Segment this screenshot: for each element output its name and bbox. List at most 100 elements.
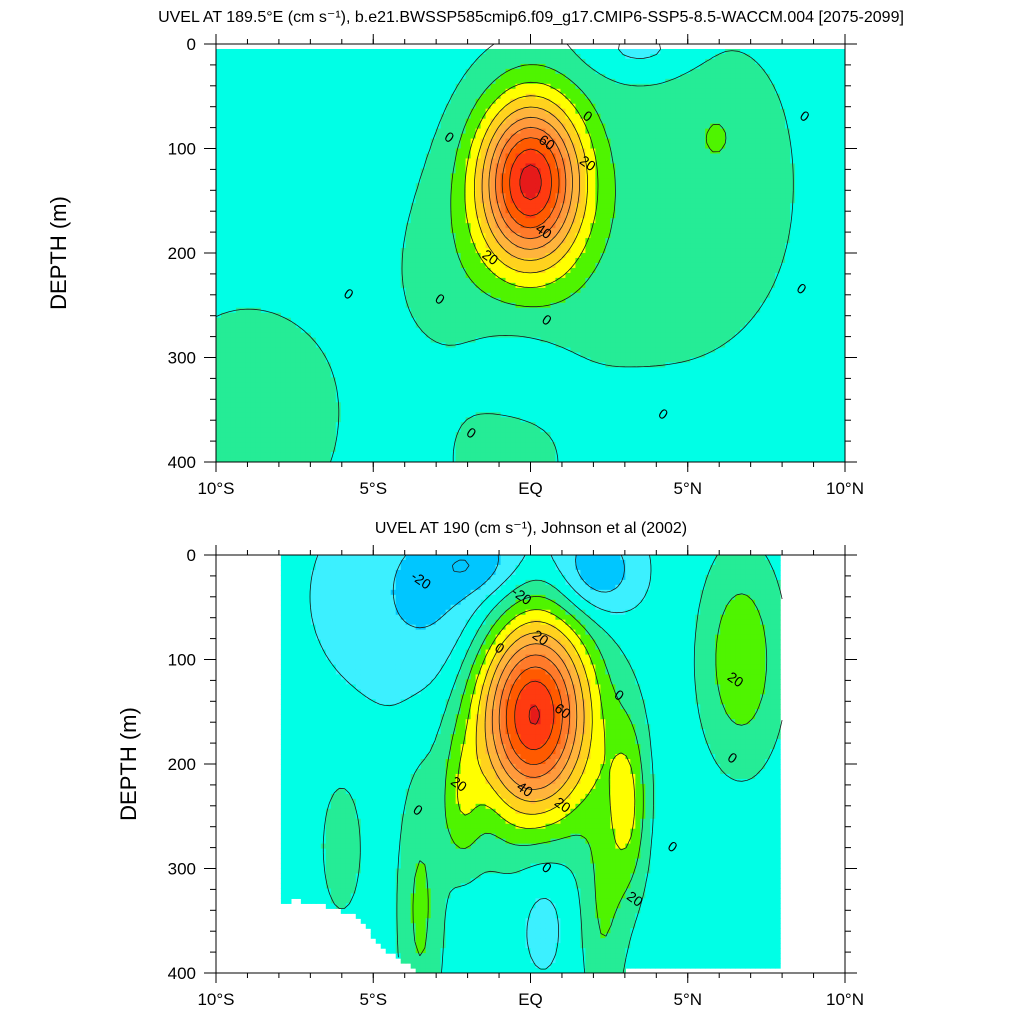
contour-cell [255, 128, 262, 135]
contour-cell [385, 277, 392, 284]
contour-cell [245, 382, 252, 388]
contour-cell [315, 138, 322, 145]
contour-cell [305, 133, 312, 140]
contour-cell [435, 457, 442, 462]
contour-cell [260, 437, 267, 443]
contour-cell [345, 262, 352, 269]
contour-cell [420, 178, 427, 184]
contour-cell [315, 88, 322, 95]
contour-cell [230, 317, 237, 324]
contour-cell [490, 442, 497, 448]
contour-cell [255, 327, 262, 334]
contour-cell [465, 123, 472, 130]
contour-cell [495, 253, 502, 259]
contour-cell [225, 257, 232, 264]
contour-cell [405, 422, 412, 428]
contour-cell [505, 422, 512, 428]
contour-cell [435, 63, 442, 70]
contour-cell [345, 432, 352, 438]
contour-cell [335, 143, 342, 150]
contour-cell [270, 153, 277, 160]
contour-cell [255, 377, 262, 383]
contour-cell [275, 307, 282, 314]
contour-cell [345, 73, 352, 80]
contour-cell [390, 53, 397, 60]
contour-cell [255, 183, 262, 189]
contour-cell [460, 163, 467, 170]
contour-cell [485, 372, 492, 379]
contour-cell [305, 307, 312, 314]
contour-cell [285, 382, 292, 388]
contour-cell [400, 188, 407, 194]
contour-cell [495, 233, 502, 239]
contour-cell [345, 93, 352, 100]
contour-cell [400, 442, 407, 448]
contour-cell [290, 452, 297, 458]
contour-cell [385, 63, 392, 70]
contour-cell [465, 138, 472, 145]
contour-cell [365, 417, 372, 423]
contour-cell [250, 243, 257, 249]
contour-cell [305, 352, 312, 359]
contour-cell [250, 223, 257, 229]
contour-cell [455, 118, 462, 125]
contour-cell [275, 392, 282, 398]
contour-cell [445, 437, 452, 443]
contour-cell [480, 317, 487, 324]
contour-cell [450, 158, 457, 165]
contour-cell [340, 272, 347, 279]
contour-cell [455, 432, 462, 438]
contour-cell [240, 307, 247, 314]
contour-cell [295, 407, 302, 413]
contour-cell [475, 322, 482, 329]
contour-cell [315, 272, 322, 279]
contour-cell [430, 138, 437, 145]
contour-cell [425, 332, 432, 339]
contour-cell [480, 208, 487, 214]
contour-cell [380, 287, 387, 294]
contour-cell [305, 228, 312, 234]
contour-cell [375, 347, 382, 354]
contour-cell [225, 322, 232, 329]
contour-cell [320, 208, 327, 214]
contour-cell [355, 68, 362, 75]
contour-cell [285, 108, 292, 115]
contour-cell [445, 83, 452, 90]
contour-cell [405, 228, 412, 234]
contour-cell [385, 437, 392, 443]
contour-cell [495, 282, 502, 289]
contour-cell [350, 282, 357, 289]
contour-cell [365, 223, 372, 229]
contour-cell [500, 103, 507, 110]
contour-cell [335, 302, 342, 309]
contour-cell [375, 158, 382, 165]
contour-cell [325, 223, 332, 229]
contour-cell [370, 277, 377, 284]
contour-cell [505, 78, 512, 85]
contour-cell [216, 123, 222, 130]
contour-cell [415, 218, 422, 224]
contour-cell [285, 193, 292, 199]
contour-cell [360, 367, 367, 374]
contour-cell [290, 447, 297, 453]
contour-cell [430, 118, 437, 125]
contour-cell [380, 382, 387, 388]
contour-cell [315, 143, 322, 150]
contour-cell [275, 457, 282, 462]
contour-cell [465, 108, 472, 115]
contour-cell [505, 387, 512, 393]
contour-cell [330, 442, 337, 448]
contour-cell [315, 248, 322, 254]
contour-cell [510, 243, 517, 249]
contour-cell [505, 98, 512, 105]
contour-cell [390, 437, 397, 443]
contour-cell [330, 362, 337, 369]
contour-cell [315, 68, 322, 75]
contour-cell [220, 168, 227, 174]
contour-cell [216, 302, 222, 309]
contour-cell [260, 58, 267, 65]
contour-cell [475, 407, 482, 413]
contour-cell [225, 248, 232, 254]
contour-cell [475, 372, 482, 379]
contour-cell [395, 138, 402, 145]
